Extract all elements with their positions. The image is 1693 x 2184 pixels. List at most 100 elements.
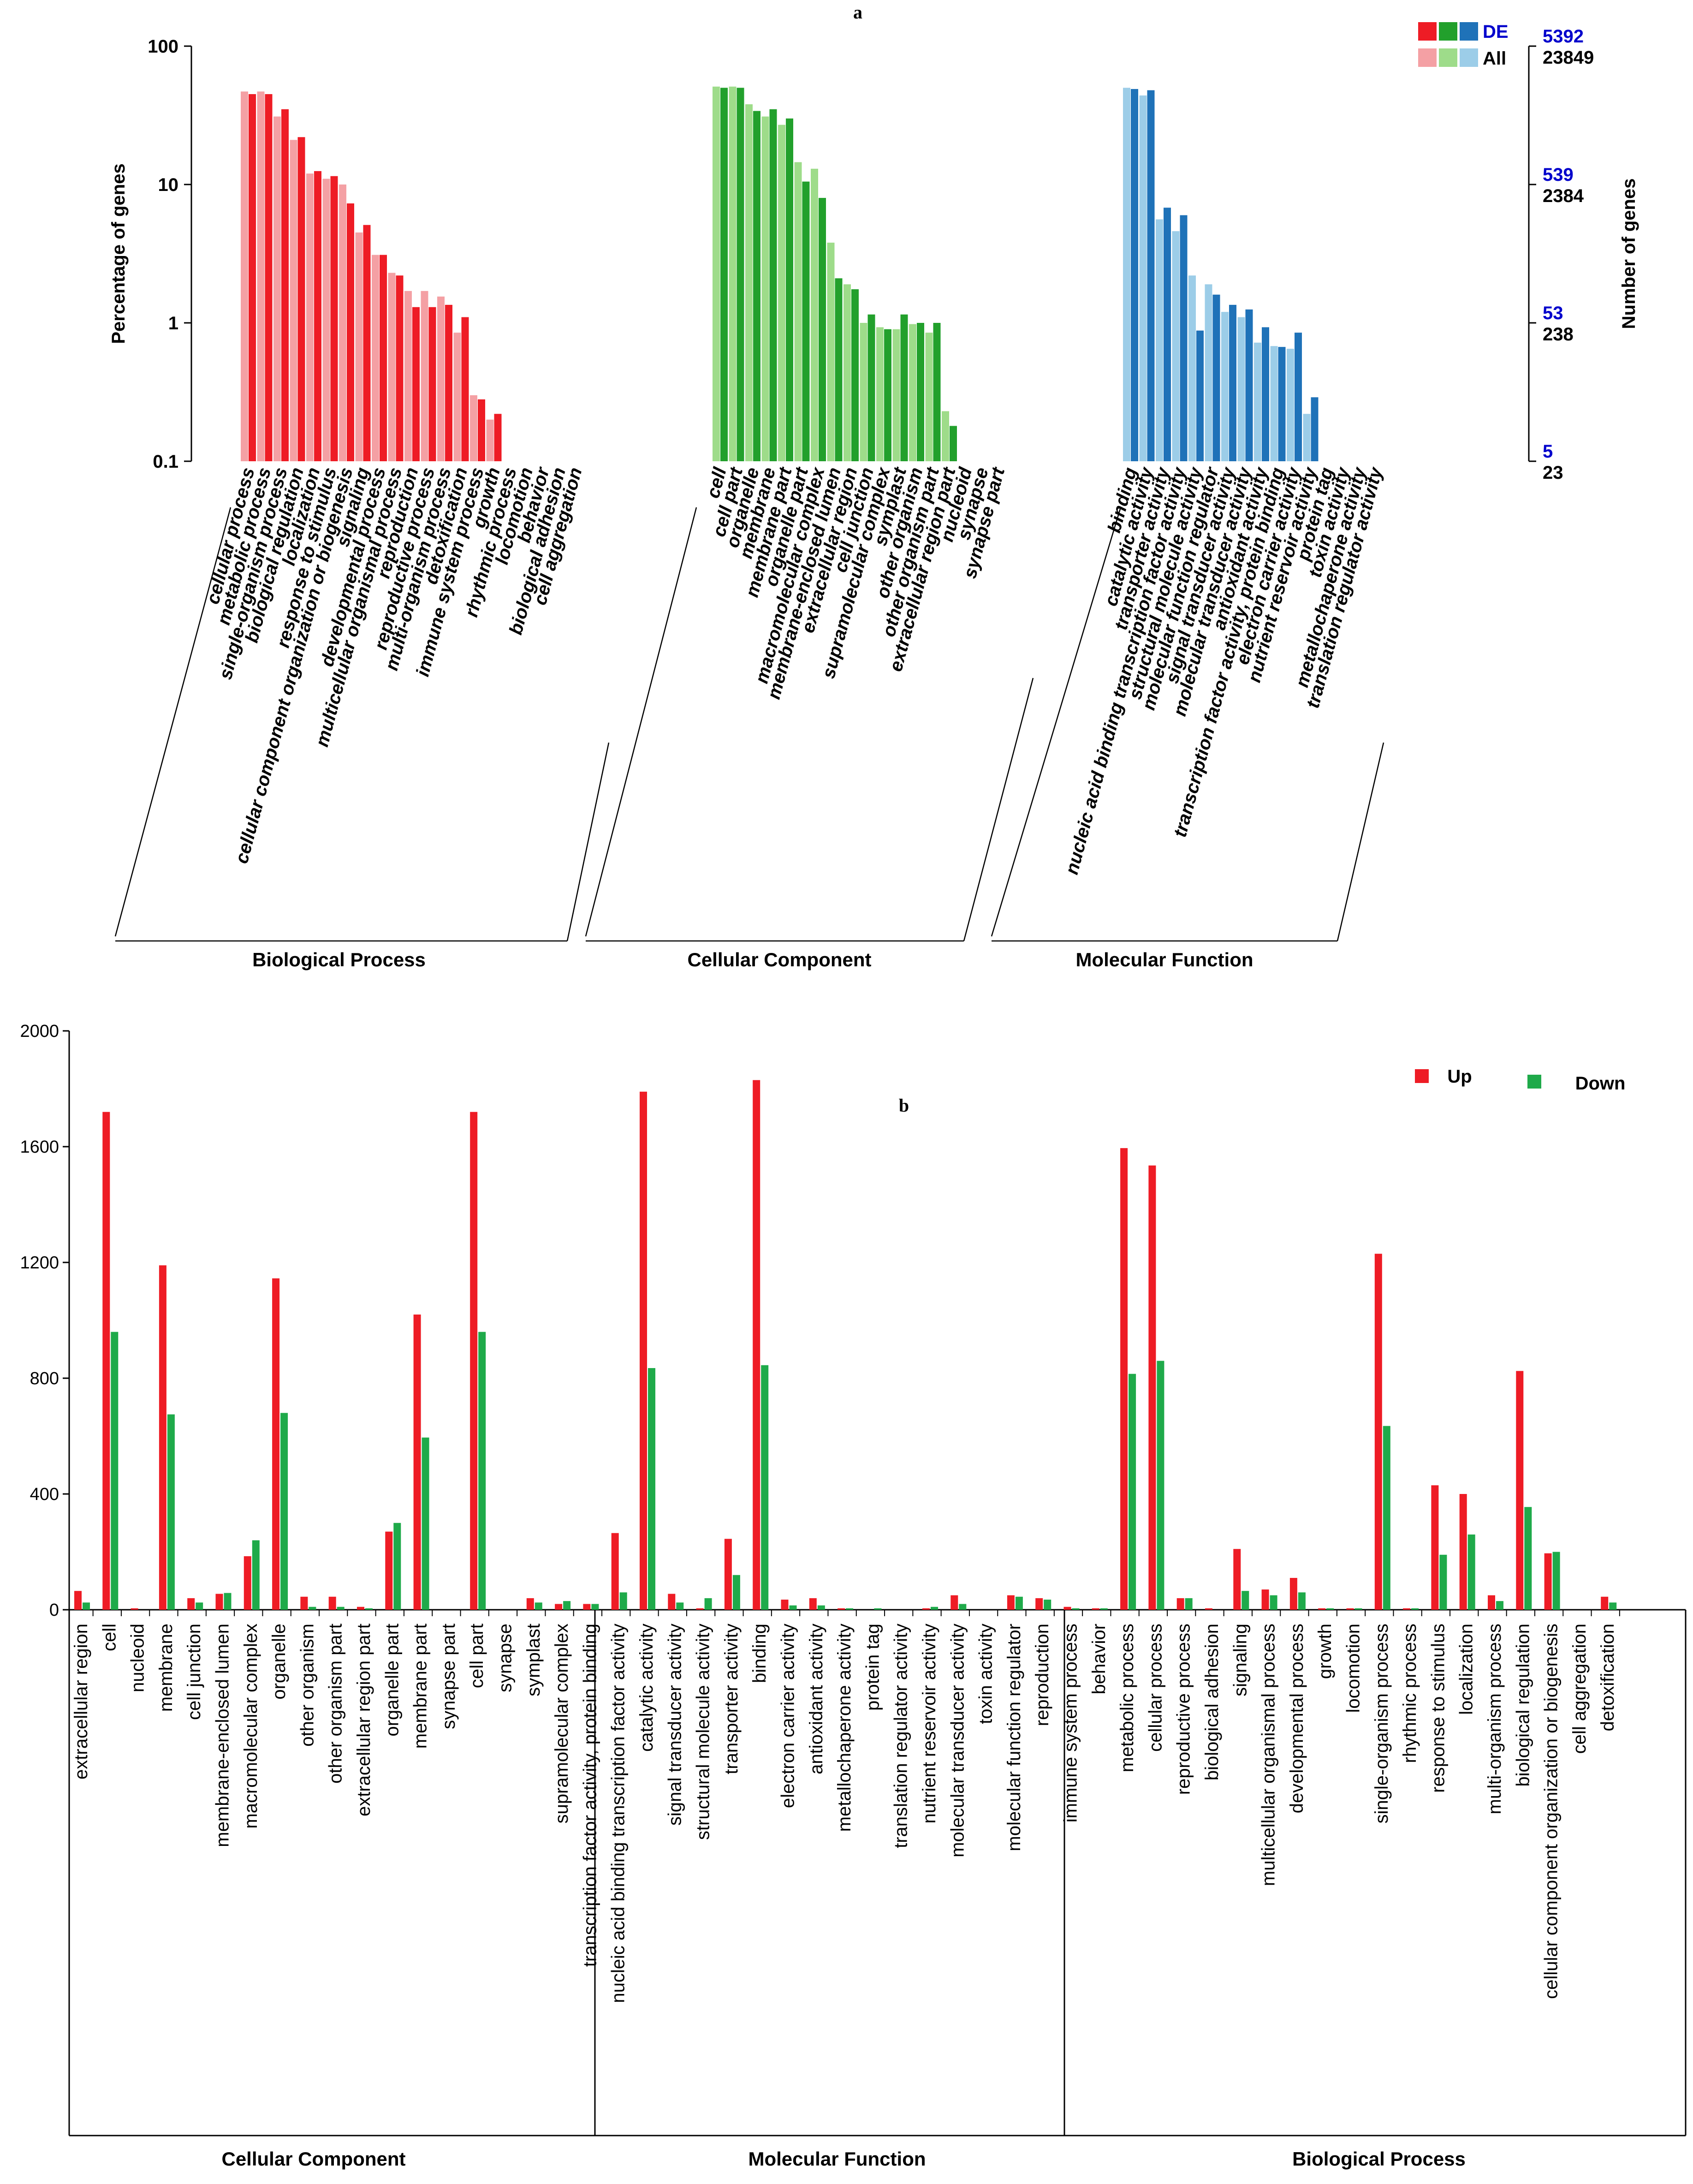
y-tick-label: 0: [49, 1601, 59, 1620]
right-tick-label-de: 5392: [1543, 26, 1584, 47]
bar-down-nucleic-acid-binding-transcription-factor-activity: [619, 1592, 627, 1610]
bar-all-multicellular-organismal-process: [388, 273, 396, 461]
bar-de-cell: [720, 88, 728, 461]
bar-up-multicellular-organismal-process: [1261, 1589, 1269, 1610]
bar-up-organelle-part: [385, 1531, 393, 1610]
bar-de-developmental-process: [380, 255, 387, 461]
bar-de-reproduction: [412, 307, 420, 461]
bar-up-cellular-process: [1148, 1165, 1156, 1610]
bar-down-cellular-component-organization-or-biogenesis: [1552, 1552, 1560, 1610]
bar-all-multi-organism-process: [437, 296, 445, 461]
x-tick-label-catalytic-activity: catalytic activity: [636, 1624, 657, 1752]
x-tick-label-cell: cell: [99, 1624, 119, 1651]
bar-up-reproductive-process: [1176, 1598, 1184, 1610]
x-tick-label-translation-regulator-activity: translation regulator activity: [891, 1624, 911, 1848]
bar-up-supramolecular-complex: [555, 1604, 563, 1610]
bar-all-immune-system-process: [470, 395, 477, 461]
bar-all-response-to-stimulus: [322, 179, 330, 462]
x-tick-label-synapse-part: synapse part: [439, 1624, 459, 1729]
bar-all-cell: [713, 86, 720, 461]
bar-all-transporter-activity: [1156, 219, 1163, 461]
bar-all-signal-transducer-activity: [1221, 312, 1229, 461]
x-tick-label-reproductive-process: reproductive process: [1174, 1624, 1194, 1795]
bar-all-cellular-component-organization-or-biogenesis: [339, 184, 346, 461]
x-tick-label-organelle: organelle: [269, 1624, 289, 1700]
x-tick-label-membrane: membrane: [156, 1624, 176, 1712]
bar-de-metabolic-process: [265, 94, 273, 461]
bar-all-membrane-part: [778, 125, 785, 461]
x-tick-label-signaling: signaling: [1230, 1624, 1250, 1696]
bar-all-signaling: [355, 232, 363, 461]
x-tick-label-structural-molecule-activity: structural molecule activity: [693, 1624, 713, 1840]
bar-up-detoxification: [1601, 1596, 1609, 1610]
x-tick-label-toxin-activity: toxin activity: [976, 1624, 996, 1724]
bar-up-cell-part: [470, 1112, 478, 1610]
bar-down-rhythmic-process: [1411, 1608, 1419, 1610]
bar-up-binding: [753, 1080, 760, 1610]
bar-up-rhythmic-process: [1403, 1608, 1411, 1610]
bar-down-transcription-factor-activity-protein-binding: [591, 1604, 599, 1610]
bar-up-localization: [1459, 1494, 1467, 1610]
bar-up-other-organism-part: [328, 1596, 336, 1610]
x-tick-label-transporter-activity: transporter activity: [721, 1624, 742, 1774]
bar-down-signaling: [1242, 1591, 1249, 1610]
bar-down-biological-regulation: [1524, 1507, 1532, 1610]
bar-all-structural-molecule-activity: [1188, 275, 1196, 461]
x-tick-label-nutrient-reservoir-activity: nutrient reservoir activity: [919, 1624, 939, 1823]
x-tick-label-transcription-factor-activity-protein-binding: transcription factor activity, protein b…: [580, 1624, 600, 1967]
bar-down-protein-tag: [874, 1608, 882, 1610]
bar-de-biological-regulation: [297, 137, 305, 461]
bar-up-nucleic-acid-binding-transcription-factor-activity: [611, 1533, 619, 1610]
bar-all-other-organism: [909, 324, 916, 461]
bar-de-growth: [494, 414, 502, 461]
bar-de-nucleic-acid-binding-transcription-factor-activity: [1180, 215, 1188, 461]
bar-up-molecular-function-regulator: [1007, 1595, 1015, 1610]
bar-de-detoxification: [461, 317, 469, 461]
panel-label-a: a: [853, 2, 862, 23]
bar-up-molecular-transducer-activity: [950, 1595, 958, 1610]
bar-down-membrane-enclosed-lumen: [224, 1593, 232, 1610]
bar-up-organelle: [272, 1278, 280, 1610]
bar-all-nutrient-reservoir-activity: [1303, 414, 1311, 461]
x-tick-label-metallochaperone-activity: metallochaperone activity: [834, 1624, 855, 1832]
bar-down-cell-junction: [196, 1602, 203, 1610]
panel-label-b: b: [899, 1095, 909, 1116]
left-tick-label: 10: [158, 175, 179, 195]
bar-de-response-to-stimulus: [330, 176, 338, 461]
x-tick-label-response-to-stimulus: response to stimulus: [1428, 1624, 1448, 1793]
legend-swatch-de-bp: [1418, 22, 1437, 41]
bar-all-membrane-enclosed-lumen: [827, 243, 835, 461]
legend-label-all: All: [1483, 48, 1506, 69]
bar-all-organelle-part: [794, 162, 802, 461]
bar-down-membrane-part: [422, 1437, 429, 1610]
x-tick-label-nucleoid: nucleoid: [128, 1624, 148, 1692]
x-tick-label-binding: binding: [749, 1624, 770, 1683]
bar-up-locomotion: [1346, 1608, 1354, 1610]
legend-swatch-up: [1415, 1069, 1429, 1083]
bar-up-cell-junction: [187, 1598, 195, 1610]
legend-label-de: DE: [1483, 22, 1509, 42]
panel-b-up-down-chart: b 0 400 800 1200 1600 2000 Up Down extracellular …: [20, 1022, 1687, 2170]
bar-up-biological-regulation: [1516, 1371, 1524, 1610]
bar-all-reproduction: [404, 291, 412, 461]
bar-down-cell-part: [478, 1332, 486, 1610]
bar-de-transcription-factor-activity-protein-binding: [1278, 347, 1286, 461]
y-axis-title: Percentage of genes: [108, 163, 129, 344]
y-tick-label: 1600: [20, 1137, 59, 1157]
x-tick-label-signal-transducer-activity: signal transducer activity: [665, 1624, 685, 1826]
group-label-molecular-function: Molecular Function: [1075, 949, 1253, 970]
bar-down-extracellular-region-part: [365, 1608, 373, 1610]
bar-down-behavior: [1100, 1608, 1108, 1610]
group-cellular-component: extracellular region cell nucleoid membrane…: [71, 1112, 574, 1847]
bar-de-structural-molecule-activity: [1196, 330, 1204, 461]
bracket-right-edge: [963, 678, 1034, 941]
bar-down-organelle: [280, 1413, 288, 1610]
x-tick-label-single-organism-process: single-organism process: [1372, 1624, 1392, 1824]
x-tick-label-cell-part: cell part: [467, 1624, 487, 1688]
bar-up-metallochaperone-activity: [838, 1608, 845, 1610]
bracket-right-edge: [566, 742, 610, 941]
left-tick-label: 100: [148, 36, 178, 57]
bar-all-cell-junction: [860, 323, 867, 461]
bar-up-macromolecular-complex: [244, 1556, 251, 1610]
